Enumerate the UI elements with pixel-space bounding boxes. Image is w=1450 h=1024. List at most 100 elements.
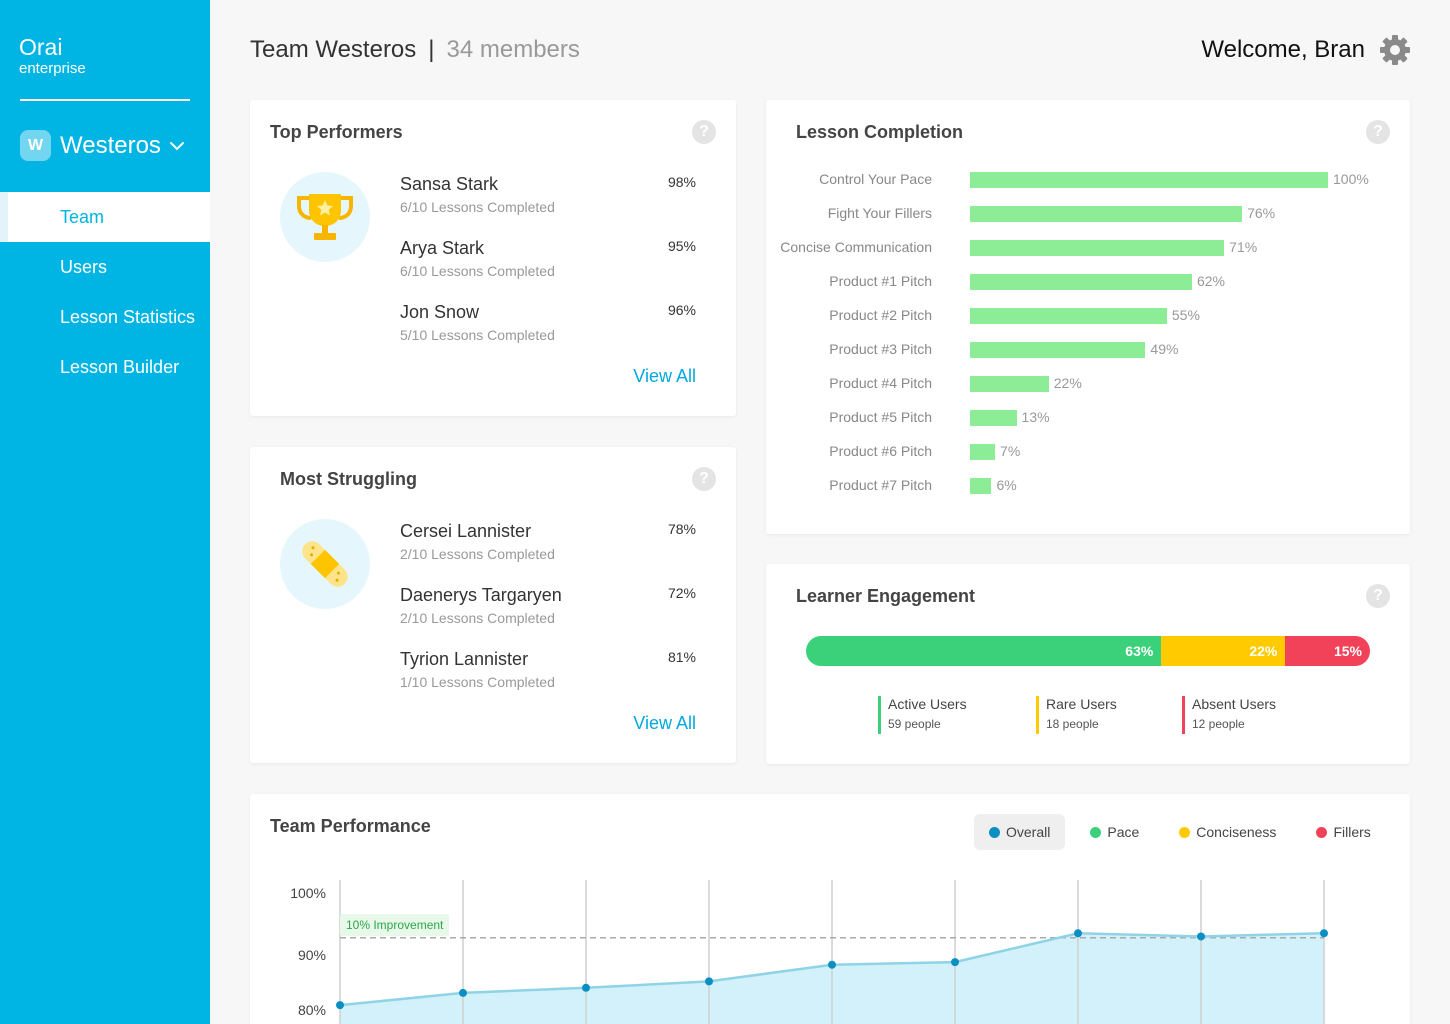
list-item[interactable]: Jon Snow 5/10 Lessons Completed 96%: [400, 302, 696, 343]
team-name: Team Westeros: [250, 36, 417, 63]
card-title: Learner Engagement: [796, 586, 976, 606]
lesson-label: Product #7 Pitch: [829, 477, 932, 493]
legend-label: Active Users: [888, 696, 967, 712]
help-icon[interactable]: ?: [1366, 120, 1390, 144]
org-switcher[interactable]: W Westeros: [20, 130, 185, 161]
legend-pace[interactable]: Pace: [1075, 814, 1154, 850]
data-point: [459, 988, 467, 997]
page-title: Team Westeros | 34 members: [250, 36, 580, 64]
sidebar-item-users[interactable]: Users: [60, 256, 108, 277]
list-item[interactable]: Cersei Lannister 2/10 Lessons Completed …: [400, 521, 696, 562]
data-point: [582, 983, 590, 992]
improvement-label: 10% Improvement: [340, 914, 450, 936]
lesson-bar: [970, 274, 1192, 290]
sidebar-item-lesson-statistics[interactable]: Lesson Statistics: [60, 306, 196, 327]
list-item[interactable]: Daenerys Targaryen 2/10 Lessons Complete…: [400, 585, 696, 626]
data-point: [1074, 929, 1082, 938]
card-title: Lesson Completion: [796, 122, 964, 142]
person-name: Arya Stark: [400, 238, 485, 258]
legend-absent-users: Absent Users 12 people: [1182, 696, 1276, 734]
bandage-icon: [280, 519, 370, 609]
sidebar-item-lesson-builder[interactable]: Lesson Builder: [60, 356, 180, 377]
lesson-bar: [970, 376, 1049, 392]
legend-overall[interactable]: Overall: [974, 814, 1066, 850]
lesson-row: Product #3 Pitch 49%: [766, 341, 1386, 358]
data-point: [336, 1001, 344, 1010]
lesson-row: Product #2 Pitch 55%: [766, 307, 1386, 324]
member-count: 34 members: [446, 36, 580, 63]
lesson-row: Product #5 Pitch 13%: [766, 409, 1386, 426]
person-name: Jon Snow: [400, 302, 480, 322]
lesson-bar: [970, 206, 1243, 222]
sidebar: Orai enterprise W Westeros Team Users Le…: [0, 0, 210, 1024]
lesson-label: Product #1 Pitch: [829, 273, 932, 289]
performance-legend: Overall Pace Conciseness Fillers: [974, 814, 1386, 850]
engagement-segment-absent: 15%: [1285, 636, 1370, 666]
y-tick-label: 90%: [297, 947, 326, 963]
person-lessons: 6/10 Lessons Completed: [400, 199, 555, 215]
top-performers-card: Top Performers ? Sansa Stark 6/10 Lesson…: [250, 100, 736, 416]
legend-fillers[interactable]: Fillers: [1301, 814, 1385, 850]
person-score: 81%: [667, 649, 696, 665]
lesson-bar: [970, 410, 1017, 426]
card-title: Most Struggling: [280, 469, 417, 489]
lesson-bar: [970, 240, 1225, 256]
lesson-label: Product #5 Pitch: [829, 409, 932, 425]
help-icon[interactable]: ?: [692, 120, 716, 144]
legend-rare-users: Rare Users 18 people: [1036, 696, 1117, 734]
lesson-bar: [970, 308, 1167, 324]
legend-label: Fillers: [1333, 824, 1371, 840]
person-score: 78%: [667, 521, 696, 537]
help-icon[interactable]: ?: [692, 467, 716, 491]
person-score: 98%: [667, 174, 696, 190]
gear-icon[interactable]: [1378, 33, 1412, 72]
list-item[interactable]: Arya Stark 6/10 Lessons Completed 95%: [400, 238, 696, 279]
lesson-value: 71%: [1229, 239, 1258, 255]
data-point: [705, 977, 713, 986]
sidebar-nav: Team Users Lesson Statistics Lesson Buil…: [0, 192, 210, 392]
legend-conciseness[interactable]: Conciseness: [1164, 814, 1291, 850]
lesson-label: Product #6 Pitch: [829, 443, 932, 459]
lesson-label: Control Your Pace: [819, 171, 932, 187]
brand-name: Orai: [19, 34, 63, 60]
engagement-segment-rare: 22%: [1161, 636, 1286, 666]
help-icon[interactable]: ?: [1366, 584, 1390, 608]
list-item[interactable]: Tyrion Lannister 1/10 Lessons Completed …: [400, 649, 696, 690]
lesson-row: Product #4 Pitch 22%: [766, 375, 1386, 392]
brand[interactable]: Orai enterprise: [19, 34, 86, 78]
legend-label: Pace: [1107, 824, 1140, 840]
legend-count: 18 people: [1046, 717, 1099, 731]
lesson-bar: [970, 172, 1328, 188]
lesson-row: Concise Communication 71%: [766, 239, 1386, 256]
legend-label: Absent Users: [1192, 696, 1277, 712]
lesson-bar: [970, 478, 992, 494]
trophy-icon: [280, 172, 370, 262]
performance-chart: [336, 880, 1328, 1024]
person-lessons: 1/10 Lessons Completed: [400, 674, 555, 690]
legend-label: Conciseness: [1196, 824, 1277, 840]
sidebar-item-team[interactable]: Team: [0, 192, 210, 242]
data-point: [1197, 932, 1205, 941]
lesson-bar: [970, 342, 1146, 358]
learner-engagement-card: Learner Engagement ? 63% 22% 15% Active …: [766, 564, 1410, 764]
view-all-link[interactable]: View All: [633, 713, 696, 733]
lesson-value: 62%: [1196, 273, 1225, 289]
person-name: Sansa Stark: [400, 174, 499, 194]
lesson-row: Fight Your Fillers 76%: [766, 205, 1386, 222]
legend-label: Overall: [1006, 824, 1051, 840]
person-lessons: 2/10 Lessons Completed: [400, 546, 555, 562]
legend-label: Rare Users: [1046, 696, 1117, 712]
legend-count: 59 people: [888, 717, 941, 731]
lesson-bar: [970, 444, 996, 460]
card-title: Top Performers: [270, 122, 403, 142]
legend-dot: [1316, 826, 1328, 838]
title-separator: |: [428, 36, 435, 63]
person-name: Cersei Lannister: [400, 521, 532, 541]
chevron-down-icon[interactable]: [169, 141, 185, 151]
data-point: [1320, 929, 1328, 938]
list-item[interactable]: Sansa Stark 6/10 Lessons Completed 98%: [400, 174, 696, 215]
view-all-link[interactable]: View All: [633, 366, 696, 386]
person-name: Tyrion Lannister: [400, 649, 529, 669]
lesson-row: Product #7 Pitch 6%: [766, 477, 1386, 494]
lesson-label: Product #3 Pitch: [829, 341, 932, 357]
